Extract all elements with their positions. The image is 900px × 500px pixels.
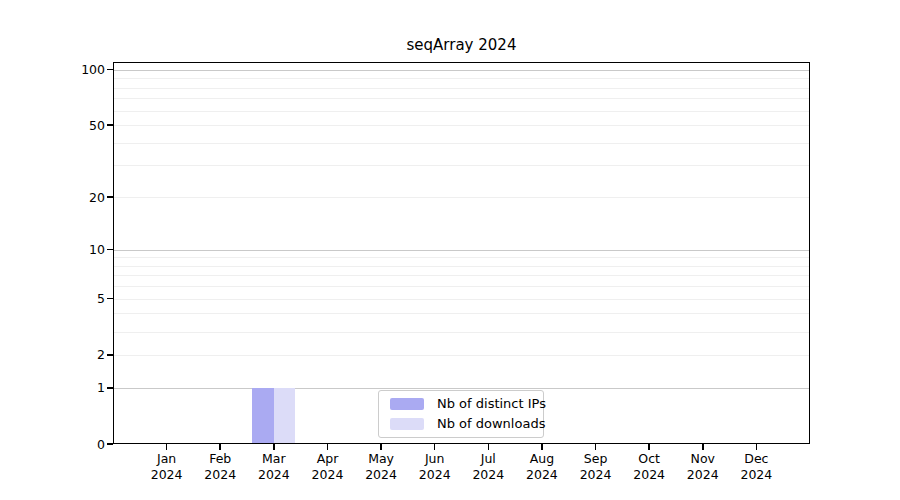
y-tick-label: 5 (45, 292, 105, 305)
legend-label-downloads: Nb of downloads (437, 417, 545, 431)
bar-nb-of-downloads (274, 388, 295, 444)
x-tick-mark (756, 444, 758, 450)
x-tick-mark (595, 444, 597, 450)
chart-title: seqArray 2024 (113, 36, 810, 54)
legend-swatch-downloads (390, 418, 424, 430)
x-tick-mark (327, 444, 329, 450)
legend-swatch-distinct-ips (390, 398, 424, 410)
legend-label-distinct-ips: Nb of distinct IPs (437, 397, 546, 411)
x-tick-mark (380, 444, 382, 450)
y-tick-mark (107, 249, 113, 251)
x-tick-label: Dec2024 (724, 451, 788, 483)
legend-item-distinct-ips: Nb of distinct IPs (390, 397, 532, 411)
x-tick-mark (166, 444, 168, 450)
y-tick-mark (107, 387, 113, 389)
y-tick-label: 2 (45, 348, 105, 361)
x-tick-mark (219, 444, 221, 450)
y-tick-mark (107, 298, 113, 300)
y-tick-mark (107, 124, 113, 126)
legend: Nb of distinct IPs Nb of downloads (378, 390, 544, 438)
x-tick-mark (702, 444, 704, 450)
y-tick-mark (107, 354, 113, 356)
y-tick-label: 100 (45, 63, 105, 76)
y-tick-label: 50 (45, 119, 105, 132)
figure: seqArray 2024 0125102050100 Jan2024Feb20… (0, 0, 900, 500)
bar-nb-of-distinct-ips (252, 388, 273, 444)
y-tick-label: 10 (45, 243, 105, 256)
y-tick-mark (107, 69, 113, 71)
x-tick-mark (648, 444, 650, 450)
y-tick-label: 1 (45, 381, 105, 394)
y-tick-mark (107, 443, 113, 445)
x-tick-mark (434, 444, 436, 450)
bar-layer (113, 62, 810, 444)
x-tick-label-line: 2024 (724, 467, 788, 483)
y-tick-label: 0 (45, 438, 105, 451)
x-tick-mark (541, 444, 543, 450)
y-tick-mark (107, 196, 113, 198)
legend-item-downloads: Nb of downloads (390, 417, 532, 431)
x-tick-label-line: Dec (724, 451, 788, 467)
y-tick-label: 20 (45, 191, 105, 204)
x-tick-mark (488, 444, 490, 450)
x-tick-mark (273, 444, 275, 450)
